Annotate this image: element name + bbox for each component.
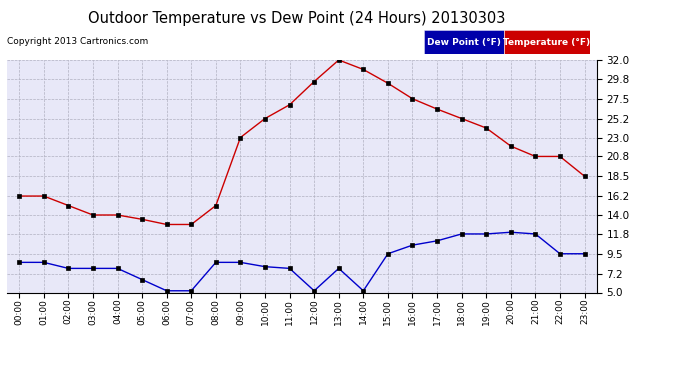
Text: Copyright 2013 Cartronics.com: Copyright 2013 Cartronics.com: [7, 38, 148, 46]
Text: Dew Point (°F): Dew Point (°F): [427, 38, 501, 47]
Text: Outdoor Temperature vs Dew Point (24 Hours) 20130303: Outdoor Temperature vs Dew Point (24 Hou…: [88, 11, 505, 26]
Text: Temperature (°F): Temperature (°F): [503, 38, 591, 47]
